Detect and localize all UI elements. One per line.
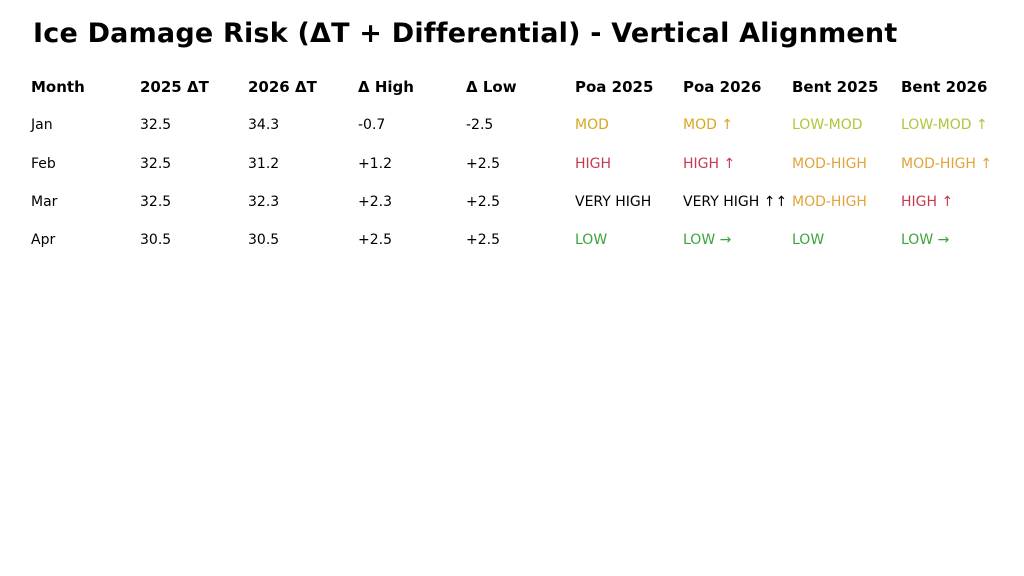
table-cell: 30.5 bbox=[140, 232, 172, 249]
risk-badge: LOW → bbox=[901, 232, 950, 249]
table-cell: -2.5 bbox=[466, 117, 494, 134]
column-header-2025-dt: 2025 ΔT bbox=[140, 78, 209, 97]
table-cell: Jan bbox=[31, 117, 53, 134]
column-header-bent-2025: Bent 2025 bbox=[792, 78, 879, 97]
table-cell: +2.5 bbox=[466, 155, 500, 172]
risk-badge: VERY HIGH ↑↑ bbox=[683, 194, 788, 211]
risk-badge: LOW-MOD ↑ bbox=[901, 117, 988, 134]
table-cell: 32.5 bbox=[140, 194, 172, 211]
table-cell: +2.5 bbox=[466, 194, 500, 211]
column-header-bent-2026: Bent 2026 bbox=[901, 78, 988, 97]
table-cell: 32.5 bbox=[140, 117, 172, 134]
column-header-poa-2026: Poa 2026 bbox=[683, 78, 762, 97]
table-cell: +2.5 bbox=[358, 232, 392, 249]
table-cell: 34.3 bbox=[248, 117, 280, 134]
risk-badge: VERY HIGH bbox=[575, 194, 652, 211]
table-cell: Feb bbox=[31, 155, 56, 172]
table-cell: -0.7 bbox=[358, 117, 386, 134]
risk-badge: MOD-HIGH ↑ bbox=[901, 155, 993, 172]
risk-badge: MOD-HIGH bbox=[792, 155, 867, 172]
table-cell: +2.5 bbox=[466, 232, 500, 249]
table-cell: +1.2 bbox=[358, 155, 392, 172]
table-cell: +2.3 bbox=[358, 194, 392, 211]
risk-badge: LOW → bbox=[683, 232, 732, 249]
column-header-poa-2025: Poa 2025 bbox=[575, 78, 654, 97]
table-cell: 32.3 bbox=[248, 194, 280, 211]
risk-badge: LOW bbox=[792, 232, 825, 249]
table-cell: Mar bbox=[31, 194, 58, 211]
risk-badge: LOW bbox=[575, 232, 608, 249]
risk-badge: MOD ↑ bbox=[683, 117, 734, 134]
risk-badge: HIGH ↑ bbox=[901, 194, 954, 211]
risk-table: Month 2025 ΔT 2026 ΔT Δ High Δ Low Poa 2… bbox=[31, 68, 1024, 259]
page-title: Ice Damage Risk (ΔT + Differential) - Ve… bbox=[33, 18, 898, 49]
column-header-delta-high: Δ High bbox=[358, 78, 414, 97]
table-cell: Apr bbox=[31, 232, 56, 249]
table-cell: 32.5 bbox=[140, 155, 172, 172]
risk-badge: MOD bbox=[575, 117, 609, 134]
column-header-delta-low: Δ Low bbox=[466, 78, 517, 97]
table-cell: 30.5 bbox=[248, 232, 280, 249]
risk-badge: HIGH ↑ bbox=[683, 155, 736, 172]
table-cell: 31.2 bbox=[248, 155, 280, 172]
column-header-month: Month bbox=[31, 78, 85, 97]
risk-badge: LOW-MOD bbox=[792, 117, 863, 134]
risk-badge: HIGH bbox=[575, 155, 612, 172]
column-header-2026-dt: 2026 ΔT bbox=[248, 78, 317, 97]
risk-badge: MOD-HIGH bbox=[792, 194, 867, 211]
